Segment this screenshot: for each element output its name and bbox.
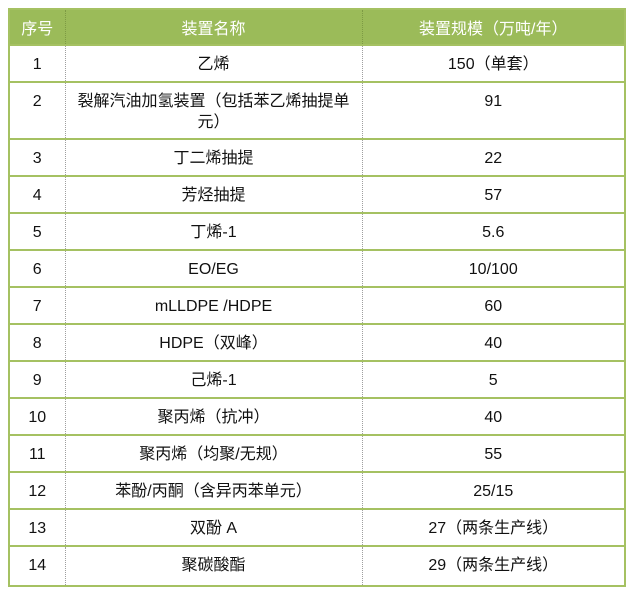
table-row: 12 苯酚/丙酮（含异丙苯单元） 25/15 [9, 471, 625, 510]
table-row: 8 HDPE（双峰） 40 [9, 323, 625, 362]
device-scale-cell: 91 [361, 80, 625, 140]
row-number-cell: 7 [9, 286, 65, 325]
device-scale-cell: 22 [361, 138, 625, 177]
device-scale-cell: 40 [361, 397, 625, 436]
column-header-serial-number: 序号 [9, 9, 65, 45]
column-header-device-scale: 装置规模（万吨/年） [361, 9, 625, 45]
device-name-cell: 聚碳酸酯 [64, 545, 362, 587]
row-number-cell: 10 [9, 397, 65, 436]
device-scale-cell: 57 [361, 175, 625, 214]
table-row: 14 聚碳酸酯 29（两条生产线） [9, 545, 625, 587]
row-number-cell: 2 [9, 80, 65, 140]
table-row: 6 EO/EG 10/100 [9, 249, 625, 288]
device-name-cell: 聚丙烯（均聚/无规） [64, 434, 362, 473]
device-scale-cell: 5.6 [361, 212, 625, 251]
device-name-cell: 己烯-1 [64, 360, 362, 399]
column-header-device-name: 装置名称 [64, 9, 362, 45]
table-row: 4 芳烃抽提 57 [9, 175, 625, 214]
row-number-cell: 3 [9, 138, 65, 177]
row-number-cell: 12 [9, 471, 65, 510]
device-scale-cell: 10/100 [361, 249, 625, 288]
row-number-cell: 6 [9, 249, 65, 288]
table-row: 13 双酚 A 27（两条生产线） [9, 508, 625, 547]
device-scale-cell: 55 [361, 434, 625, 473]
device-scale-cell: 29（两条生产线） [361, 545, 625, 587]
device-name-cell: 双酚 A [64, 508, 362, 547]
table-header-row: 序号 装置名称 装置规模（万吨/年） [9, 9, 625, 45]
device-name-cell: 聚丙烯（抗冲） [64, 397, 362, 436]
table-row: 7 mLLDPE /HDPE 60 [9, 286, 625, 325]
device-name-cell: 裂解汽油加氢装置（包括苯乙烯抽提单元） [64, 80, 362, 140]
row-number-cell: 9 [9, 360, 65, 399]
device-name-cell: EO/EG [64, 249, 362, 288]
table-row: 10 聚丙烯（抗冲） 40 [9, 397, 625, 436]
row-number-cell: 1 [9, 44, 65, 82]
table-row: 5 丁烯-1 5.6 [9, 212, 625, 251]
device-scale-cell: 25/15 [361, 471, 625, 510]
table-row: 1 乙烯 150（单套） [9, 44, 625, 82]
device-name-cell: 苯酚/丙酮（含异丙苯单元） [64, 471, 362, 510]
device-name-cell: 丁二烯抽提 [64, 138, 362, 177]
device-scale-cell: 40 [361, 323, 625, 362]
table-row: 2 裂解汽油加氢装置（包括苯乙烯抽提单元） 91 [9, 80, 625, 140]
device-name-cell: HDPE（双峰） [64, 323, 362, 362]
row-number-cell: 14 [9, 545, 65, 587]
device-scale-cell: 27（两条生产线） [361, 508, 625, 547]
device-name-cell: 乙烯 [64, 44, 362, 82]
table-row: 3 丁二烯抽提 22 [9, 138, 625, 177]
device-scale-table: 序号 装置名称 装置规模（万吨/年） 1 乙烯 150（单套） 2 裂解汽油加氢… [8, 8, 626, 588]
table-row: 9 己烯-1 5 [9, 360, 625, 399]
row-number-cell: 5 [9, 212, 65, 251]
device-name-cell: 芳烃抽提 [64, 175, 362, 214]
row-number-cell: 4 [9, 175, 65, 214]
device-name-cell: 丁烯-1 [64, 212, 362, 251]
device-name-cell: mLLDPE /HDPE [64, 286, 362, 325]
device-scale-cell: 150（单套） [361, 44, 625, 82]
device-scale-cell: 60 [361, 286, 625, 325]
row-number-cell: 13 [9, 508, 65, 547]
table-row: 11 聚丙烯（均聚/无规） 55 [9, 434, 625, 473]
row-number-cell: 8 [9, 323, 65, 362]
device-scale-cell: 5 [361, 360, 625, 399]
row-number-cell: 11 [9, 434, 65, 473]
